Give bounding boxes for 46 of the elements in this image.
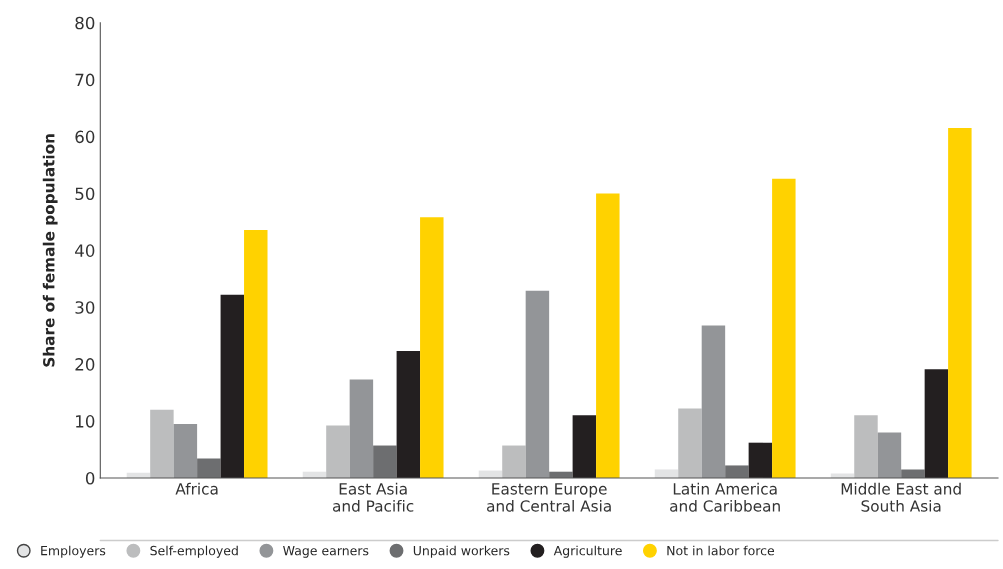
bar	[948, 128, 972, 478]
bar	[525, 290, 550, 478]
y-axis-title: Share of female population	[42, 134, 58, 367]
bar	[502, 445, 526, 478]
y-tick-label: 0	[85, 471, 95, 485]
bar	[678, 408, 702, 478]
bar	[572, 415, 597, 478]
x-tick-label: Eastern Europe and Central Asia	[487, 483, 611, 512]
y-tick-label: 10	[76, 415, 95, 428]
x-tick-label: Africa	[175, 482, 218, 495]
y-tick-label: 30	[75, 301, 95, 314]
y-tick-label: 40	[75, 244, 95, 257]
bar	[877, 432, 902, 478]
legend-label: Not in labor force	[667, 545, 775, 556]
bar	[596, 193, 620, 478]
x-tick-label: Middle East and South Asia	[841, 482, 961, 512]
bar	[748, 442, 773, 478]
y-tick-label: 70	[75, 73, 95, 87]
bar	[654, 469, 679, 478]
bar	[150, 409, 174, 478]
x-tick-label: Latin America and Caribbean	[670, 482, 780, 512]
bar	[396, 351, 421, 478]
bar	[197, 458, 221, 478]
bar	[173, 423, 198, 478]
x-tick-label: East Asia and Pacific	[332, 482, 414, 512]
legend-label: Agriculture	[553, 545, 622, 558]
bar	[725, 465, 749, 478]
bar	[901, 469, 925, 478]
legend-label: Self-employed	[150, 545, 238, 558]
bar	[349, 379, 374, 478]
legend-label: Wage earners	[283, 546, 369, 558]
bar	[701, 325, 726, 478]
y-tick-label: 80	[75, 16, 95, 30]
y-tick-label: 50	[75, 187, 95, 201]
bar	[220, 294, 245, 478]
bar	[373, 445, 397, 478]
y-tick-label: 60	[75, 130, 95, 144]
bar	[420, 217, 444, 478]
y-tick-label: 20	[75, 358, 95, 371]
legend-label: Employers	[41, 545, 106, 558]
bar	[772, 178, 796, 478]
legend-label: Unpaid workers	[413, 545, 510, 558]
bar	[924, 369, 949, 478]
bar	[854, 415, 878, 478]
bar	[244, 229, 268, 478]
bar	[326, 425, 350, 478]
